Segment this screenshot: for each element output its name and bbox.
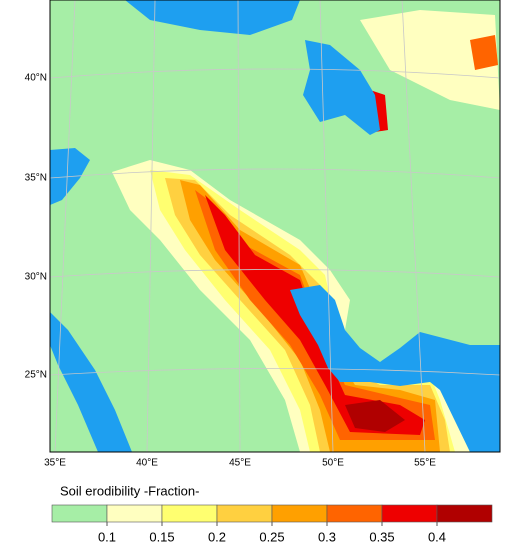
colorbar-swatch: [271, 504, 328, 523]
colorbar-tick-label: 0.2: [208, 529, 226, 544]
colorbar-swatch: [216, 504, 273, 523]
zone: [195, 190, 435, 440]
colorbar-swatch: [51, 504, 108, 523]
zone: [360, 10, 500, 110]
zone: [470, 35, 498, 70]
lat-label: 35°N: [25, 173, 47, 184]
colorbar-swatch: [436, 504, 493, 523]
zone: [205, 195, 425, 435]
lat-label: 40°N: [25, 73, 47, 84]
lon-label: 50°E: [322, 458, 344, 469]
colorbar-swatch: [161, 504, 218, 523]
colorbar: 0.1 0.15 0.2 0.25 0.3 0.35 0.4: [51, 504, 493, 544]
lat-label: 25°N: [25, 370, 47, 381]
colorbar-swatch: [106, 504, 163, 523]
colorbar-tick-label: 0.3: [318, 529, 336, 544]
map-frame: [49, 0, 501, 453]
black-sea: [125, 0, 300, 35]
caspian-sea: [303, 40, 380, 135]
lon-label: 35°E: [44, 458, 66, 469]
lat-label: 30°N: [25, 272, 47, 283]
lon-label: 45°E: [229, 458, 251, 469]
colorbar-tick-label: 0.15: [149, 529, 174, 544]
colorbar-tick-label: 0.35: [369, 529, 394, 544]
colorbar-tick-label: 0.4: [428, 529, 446, 544]
axis-labels: 35°E 40°E 45°E 50°E 55°E 40°N 35°N 30°N 25°N: [25, 73, 437, 469]
colorbar-title: Soil erodibility -Fraction-: [60, 483, 199, 498]
colorbar-swatch: [326, 504, 383, 523]
colorbar-tick-label: 0.25: [259, 529, 284, 544]
lon-label: 55°E: [414, 458, 436, 469]
graticule: [49, 0, 501, 453]
colorbar-swatch: [381, 504, 438, 523]
red-sea: [50, 312, 132, 452]
lon-label: 40°E: [136, 458, 158, 469]
persian-gulf: [290, 285, 500, 452]
colorbar-tick-label: 0.1: [98, 529, 116, 544]
map: [49, 0, 501, 453]
zone: [345, 400, 405, 432]
